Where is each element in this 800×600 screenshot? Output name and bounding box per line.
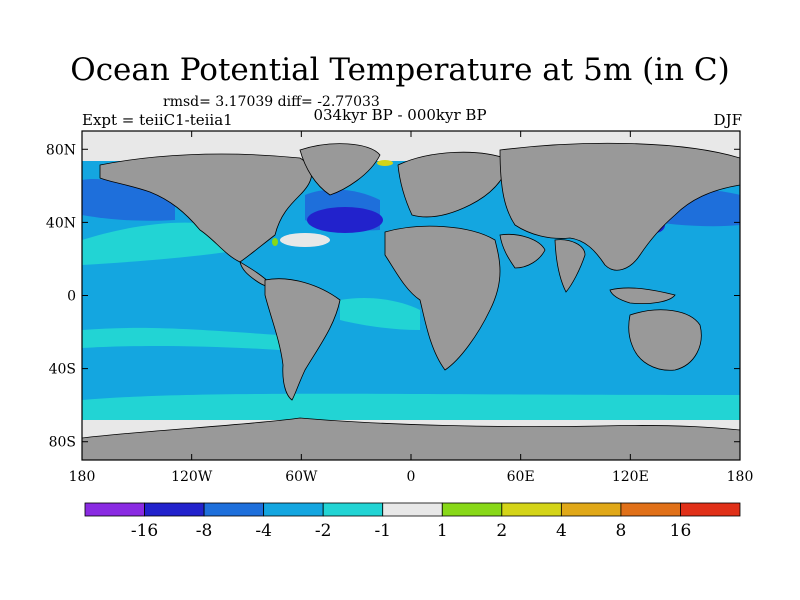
europe [397, 151, 511, 218]
colorbar-swatch [144, 502, 205, 517]
anomaly-band-southern-ocean [82, 393, 740, 420]
x-tick-label: 120W [171, 469, 213, 485]
anomaly-gulf-stream-patch [280, 233, 330, 247]
x-tick-label: 120E [612, 469, 649, 485]
colorbar-label: -8 [196, 521, 213, 541]
colorbar-swatch [441, 502, 503, 517]
y-tick-label: 80N [46, 142, 76, 158]
anomaly-north-pacific-west [82, 179, 175, 221]
colorbar-swatch [680, 502, 741, 517]
colorbar-swatch [560, 502, 622, 517]
asia [499, 142, 740, 271]
colorbar-label: 16 [670, 521, 692, 541]
x-tick-label: 0 [407, 469, 416, 485]
colorbar-label: -1 [374, 521, 391, 541]
colorbar-label: -16 [131, 521, 158, 541]
x-tick-label: 180 [69, 469, 96, 485]
colorbar-swatch [203, 502, 265, 517]
colorbar-label: -4 [255, 521, 272, 541]
anomaly-warm-gulf [272, 238, 278, 246]
colorbar-swatch [84, 502, 145, 517]
anomaly-north-atlantic-core [307, 207, 383, 233]
africa [384, 225, 501, 371]
period-label: 034kyr BP - 000kyr BP [313, 106, 487, 124]
anomaly-band-north-pacific [82, 222, 240, 265]
colorbar: -16 -8 -4 -2 -1 1 2 4 8 16 [84, 502, 741, 541]
land-masses [82, 142, 740, 460]
australia [628, 309, 702, 371]
arabia [499, 233, 546, 269]
indonesia [609, 287, 676, 304]
greenland [299, 143, 381, 196]
y-axis: 80N 40N 0 40S 80S [46, 142, 740, 451]
anomaly-band-south-atlantic [340, 298, 420, 330]
colorbar-swatch [501, 502, 562, 517]
south-america [264, 278, 341, 401]
season-label: DJF [713, 111, 742, 129]
colorbar-swatch [620, 502, 681, 517]
colorbar-swatch [322, 502, 384, 517]
x-tick-label: 60E [507, 469, 535, 485]
antarctica [82, 417, 740, 460]
map-plot-area [82, 131, 740, 460]
y-tick-label: 80S [49, 435, 76, 451]
colorbar-label: 2 [496, 521, 507, 541]
colorbar-swatch [382, 502, 443, 517]
india [554, 239, 586, 293]
experiment-label: Expt = teiiC1-teiia1 [82, 111, 233, 129]
colorbar-label: 1 [437, 521, 448, 541]
x-tick-label: 60W [285, 469, 318, 485]
map-title: Ocean Potential Temperature at 5m (in C) [70, 52, 730, 88]
y-tick-label: 0 [67, 289, 76, 305]
colorbar-label: -2 [315, 521, 332, 541]
y-tick-label: 40S [49, 362, 76, 378]
anomaly-warm-nordic [377, 160, 393, 166]
anomaly-band-south-pacific [82, 327, 280, 350]
x-axis: 180 120W 60W 0 60E 120E 180 [69, 131, 754, 485]
colorbar-label: 8 [615, 521, 626, 541]
x-tick-label: 180 [727, 469, 754, 485]
colorbar-label: 4 [556, 521, 567, 541]
y-tick-label: 40N [46, 215, 76, 231]
colorbar-swatch [263, 502, 324, 517]
rmsd-diff-stats: rmsd= 3.17039 diff= -2.77033 [163, 94, 380, 110]
north-america [99, 153, 312, 263]
